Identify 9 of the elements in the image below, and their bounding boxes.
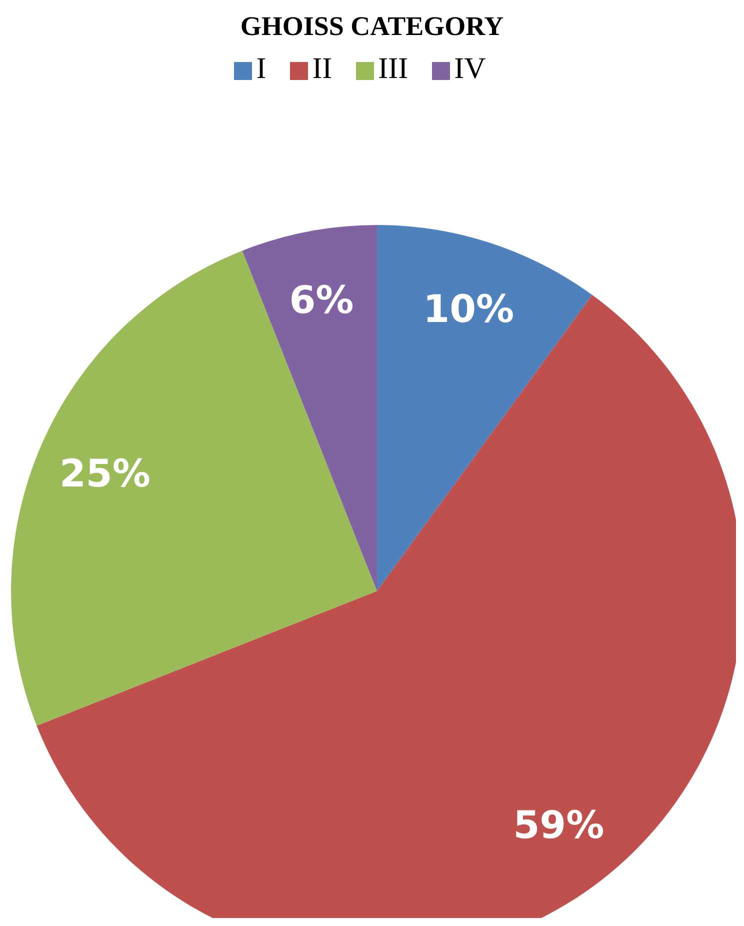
legend-label: III [378, 52, 408, 85]
data-label: 6% [289, 278, 354, 322]
data-label: 10% [423, 287, 514, 332]
legend-label: II [312, 52, 332, 85]
data-label: 25% [59, 451, 150, 496]
data-label: 59% [513, 803, 604, 848]
chart-title: GHOISS CATEGORY [239, 10, 505, 43]
legend-label: I [256, 52, 266, 85]
legend-label: IV [454, 52, 486, 85]
